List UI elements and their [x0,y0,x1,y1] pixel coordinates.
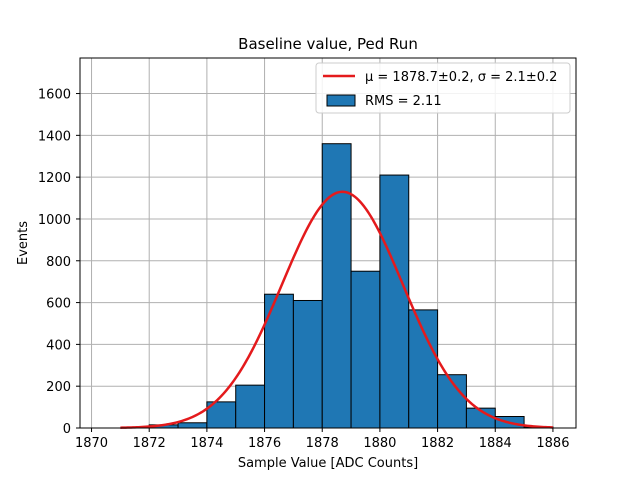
legend-rms-label: RMS = 2.11 [365,94,442,109]
plot-frame [79,57,577,429]
histogram-bar [350,270,381,429]
y-tick-label: 1600 [38,88,71,103]
histogram-bar [177,422,208,429]
y-tick-label: 800 [46,255,71,270]
y-axis-title: Events [16,221,31,265]
x-tick-label: 1878 [306,436,339,451]
y-tick-label: 1000 [38,213,71,228]
y-tick-label: 0 [63,422,71,437]
legend-box [315,62,571,114]
y-tick-label: 600 [46,297,71,312]
legend-fit-label: μ = 1878.7±0.2, σ = 2.1±0.2 [365,70,557,85]
x-tick-label: 1886 [536,436,569,451]
y-tick-label: 400 [46,338,71,353]
y-tick-label: 1200 [38,171,71,186]
histogram-bar [292,299,323,429]
x-axis-title: Sample Value [ADC Counts] [238,456,418,471]
fit-curve [120,190,553,429]
axis-ticks: 1870 1872 1874 1876 1878 1880 1882 1884 1886 0 200… [38,88,570,451]
x-tick-label: 1884 [479,436,512,451]
legend: μ = 1878.7±0.2, σ = 2.1±0.2 RMS = 2.11 [315,62,571,114]
legend-rms-patch-icon [326,94,356,107]
gaussian-fit [120,190,553,429]
x-tick-label: 1876 [248,436,281,451]
histogram-bar [379,174,410,429]
x-tick-label: 1872 [133,436,166,451]
y-tick-label: 1400 [38,129,71,144]
x-tick-label: 1882 [421,436,454,451]
histogram-bar [321,143,352,429]
x-tick-label: 1870 [75,436,108,451]
x-tick-label: 1874 [190,436,223,451]
x-tick-label: 1880 [363,436,396,451]
histogram-bar [235,384,266,429]
histogram-bar [408,309,439,429]
y-tick-label: 200 [46,380,71,395]
chart-title: Baseline value, Ped Run [238,35,418,53]
